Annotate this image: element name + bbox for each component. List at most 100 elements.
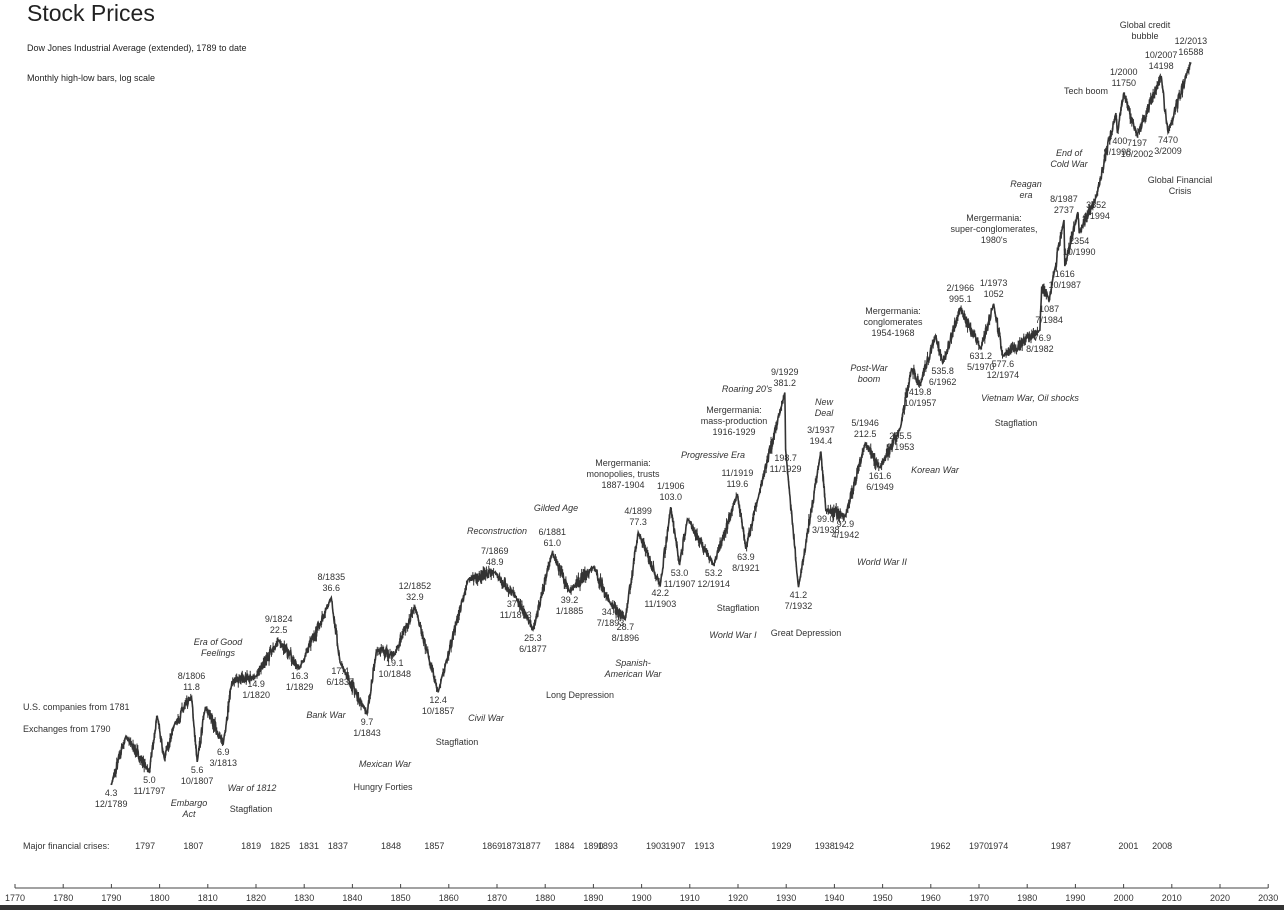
point-label: 577.6 12/1974 [986,359,1020,381]
x-tick-label: 1860 [438,893,459,903]
x-tick-label: 1940 [824,893,845,903]
point-label: 2/1966 995.1 [946,282,975,304]
x-tick-label: 1780 [53,893,74,903]
crisis-year: 1974 [988,841,1009,851]
bottom-border [0,905,1284,910]
point-label: 42.2 11/1903 [644,588,677,610]
point-label: 161.6 6/1949 [866,470,894,492]
x-tick-label: 2000 [1113,893,1134,903]
event-annotation: World War I [709,630,757,640]
point-label: 6.9 3/1813 [209,746,238,768]
point-label: 12.4 10/1857 [421,695,455,717]
crisis-year: 1825 [270,841,291,851]
point-label: 6/1881 61.0 [538,526,566,548]
crisis-year: 1819 [241,841,262,851]
crisis-year: 1869 [482,841,503,851]
event-annotation: Embargo Act [170,798,208,819]
point-label: 1/1906 103.0 [656,481,685,503]
event-annotation: Roaring 20's [721,384,773,394]
crisis-year: 1890 [583,841,604,851]
x-tick-label: 1880 [535,893,556,903]
event-annotation: New Deal [814,397,834,418]
event-annotation: Vietnam War, Oil shocks [981,393,1079,403]
crisis-year: 1907 [665,841,686,851]
crisis-year: 1962 [930,841,951,851]
x-tick-label: 1790 [101,893,122,903]
x-tick-label: 1840 [342,893,363,903]
crisis-year: 1831 [299,841,320,851]
x-tick-label: 2010 [1161,893,1182,903]
event-annotation: Mergermania: conglomerates 1954-1968 [863,306,923,338]
point-label: 1087 7/1984 [1035,303,1063,325]
crisis-year: 1807 [183,841,204,851]
x-tick-label: 1910 [679,893,700,903]
crisis-year: 1938 [814,841,835,851]
point-label: 25.3 6/1877 [519,632,547,654]
crisis-year: 1942 [834,841,855,851]
x-tick-label: 1850 [390,893,411,903]
event-annotation: U.S. companies from 1781 [23,702,130,712]
chart-title: Stock Prices [27,0,155,26]
point-label: 4/1899 77.3 [624,506,652,528]
point-label: 9/1929 381.2 [771,366,799,388]
crisis-year: 2001 [1118,841,1139,851]
point-label: 9/1824 22.5 [264,614,293,636]
point-label: 5/1946 212.5 [851,417,879,439]
x-tick-label: 1830 [294,893,315,903]
point-label: 7197 10/2002 [1120,138,1154,160]
point-label: 9.7 1/1843 [353,716,381,738]
event-annotation: Mexican War [358,759,412,769]
point-label: 3552 4/1994 [1082,200,1110,222]
point-label: 10/2007 14198 [1144,49,1178,71]
point-label: 7470 3/2009 [1154,135,1182,157]
point-label: 63.9 8/1921 [732,551,760,573]
event-annotation: Progressive Era [680,450,746,460]
point-label: 8/1806 11.8 [177,670,206,692]
point-label: 16.3 1/1829 [285,671,314,693]
event-annotation: Long Depression [545,690,615,700]
crisis-year: 1873 [501,841,522,851]
event-annotation: Stagflation [229,804,273,814]
event-annotation: Mergermania: monopolies, trusts 1887-190… [586,458,660,490]
x-tick-label: 1800 [149,893,170,903]
crisis-year: 1857 [424,841,445,851]
point-label: 535.8 6/1962 [928,365,957,387]
x-tick-label: 1820 [245,893,267,903]
event-annotation: Global credit bubble [1119,20,1171,41]
x-tick-label: 1980 [1017,893,1038,903]
point-label: 41.2 7/1932 [784,590,813,612]
crisis-year: 1797 [135,841,156,851]
event-annotation: Exchanges from 1790 [23,724,111,734]
x-tick-label: 1970 [968,893,990,903]
x-tick-label: 1960 [920,893,941,903]
point-label: 39.2 1/1885 [555,594,584,616]
point-label: 53.2 12/1914 [697,567,730,589]
crisis-year: 1848 [380,841,401,851]
point-label: 1616 10/1987 [1048,269,1082,291]
event-annotation: Great Depression [770,628,842,638]
x-tick-label: 1810 [197,893,218,903]
point-label: 8/1987 2737 [1050,194,1078,216]
point-label: 4.3 12/1789 [94,788,128,809]
event-annotation: Tech boom [1063,86,1109,96]
event-annotation: War of 1812 [227,783,277,793]
point-label: 92.9 4/1942 [831,519,860,541]
event-annotation: Stagflation [716,603,760,613]
point-label: 19.1 10/1848 [378,657,412,679]
x-tick-label: 1920 [727,893,749,903]
point-label: 34.0 7/1893 [596,607,625,629]
event-annotation: Spanish- American War [604,658,662,679]
point-label: 5.6 10/1807 [180,764,214,786]
event-annotation: Mergermania: mass-production 1916-1929 [700,405,768,437]
x-tick-label: 1930 [776,893,797,903]
point-label: 7/1869 48.9 [481,546,509,568]
crisis-year: 1903 [646,841,667,851]
event-annotation: Global Financial Crisis [1147,175,1213,196]
point-label: 631.2 5/1970 [967,351,995,373]
chart-note: Monthly high-low bars, log scale [27,73,156,83]
event-annotation: Stagflation [994,418,1038,428]
point-label: 1/1973 1052 [979,277,1008,299]
chart-subtitle: Dow Jones Industrial Average (extended),… [27,43,247,53]
